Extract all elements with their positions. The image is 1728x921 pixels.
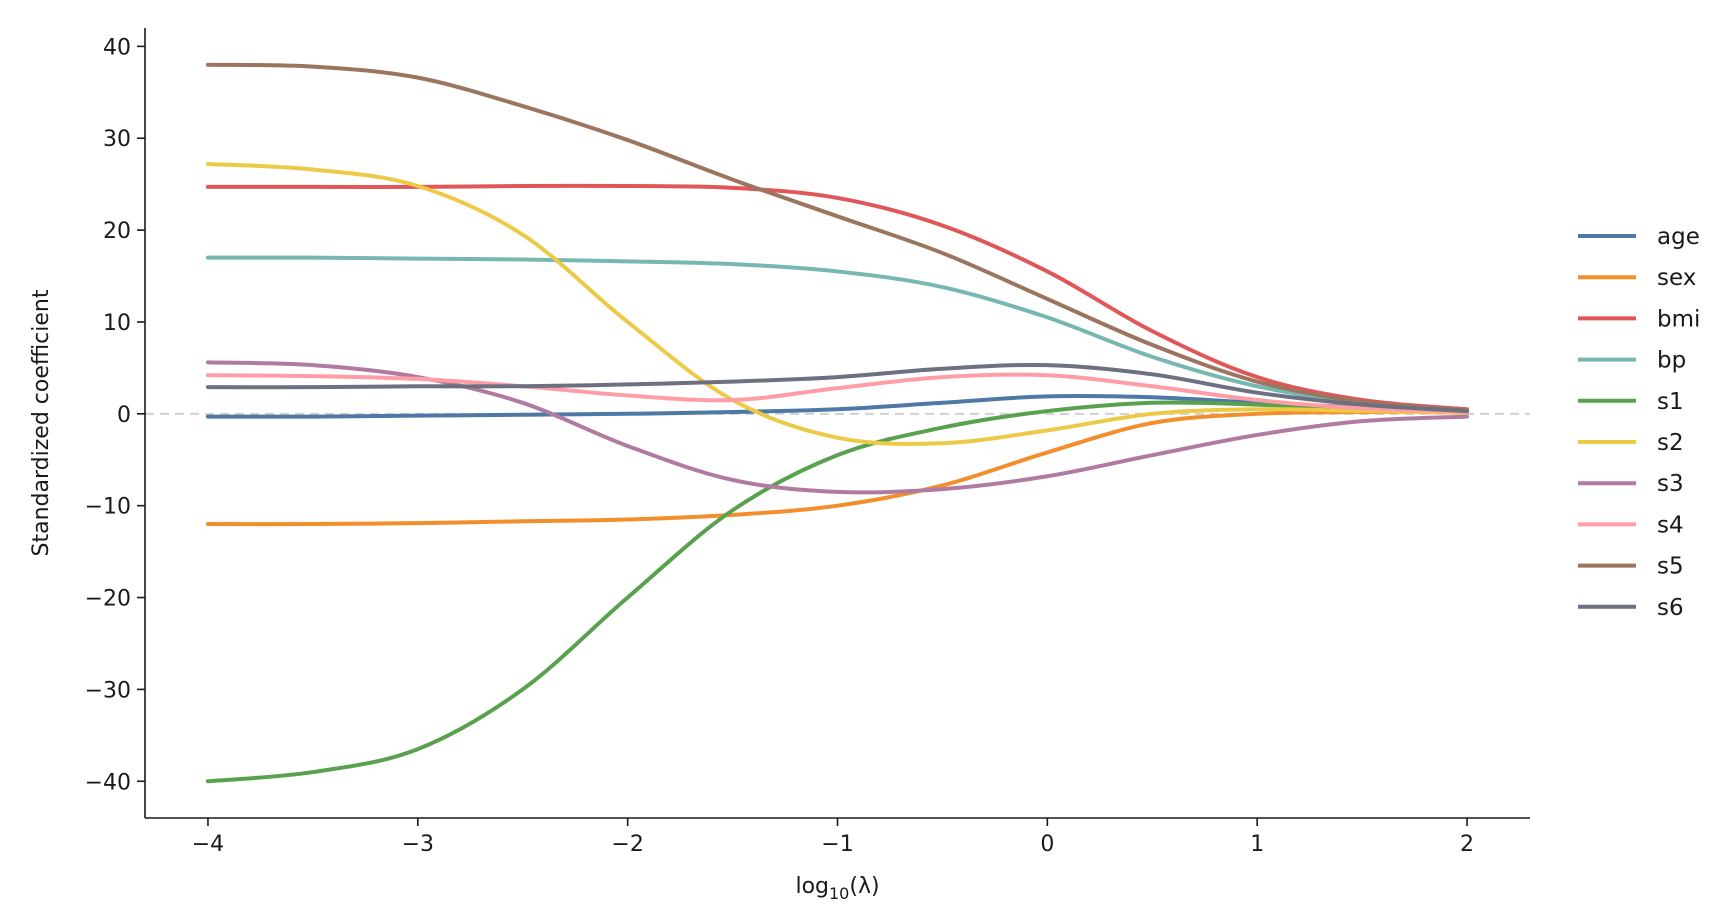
- x-tick-label: −4: [192, 832, 224, 857]
- y-tick-label: 10: [103, 311, 131, 336]
- x-axis-label-base: log: [795, 874, 829, 899]
- x-tick-label: −1: [821, 832, 853, 857]
- legend-label-s4: s4: [1657, 512, 1684, 538]
- legend-label-s3: s3: [1657, 471, 1684, 497]
- y-tick-label: 40: [103, 35, 131, 60]
- x-tick-label: 1: [1250, 832, 1264, 857]
- series-line-bp: [205, 255, 1470, 413]
- legend: age sex bmi bp s1 s2 s3 s4 s5 s6: [1578, 224, 1700, 621]
- series-line-s5: [205, 62, 1470, 413]
- legend-label-sex: sex: [1657, 265, 1696, 291]
- series-lines-layer: [205, 62, 1470, 784]
- y-tick-label: 30: [103, 127, 131, 152]
- legend-label-s2: s2: [1657, 430, 1684, 456]
- y-tick-label: −30: [85, 678, 131, 703]
- x-axis-label-argument: (λ): [849, 874, 879, 899]
- series-line-sex: [205, 409, 1470, 527]
- x-tick-label: −3: [402, 832, 434, 857]
- y-tick-label: 20: [103, 219, 131, 244]
- y-tick-label: −10: [85, 495, 131, 520]
- x-tick-label: −2: [611, 832, 643, 857]
- legend-label-bp: bp: [1657, 348, 1686, 374]
- series-line-s6: [205, 362, 1470, 414]
- y-axis-label: Standardized coefficient: [29, 289, 54, 556]
- x-tick-label: 2: [1460, 832, 1474, 857]
- legend-label-s6: s6: [1657, 595, 1684, 621]
- legend-label-s5: s5: [1657, 554, 1684, 580]
- legend-label-age: age: [1657, 224, 1700, 250]
- series-line-s4: [205, 372, 1470, 414]
- y-tick-label: 0: [117, 403, 131, 428]
- series-line-s1: [205, 400, 1470, 784]
- x-axis-label: log10(λ): [795, 874, 879, 903]
- series-line-s2: [205, 161, 1470, 446]
- legend-label-bmi: bmi: [1657, 306, 1700, 332]
- y-tick-label: −20: [85, 587, 131, 612]
- x-axis-label-subscript: 10: [829, 884, 849, 903]
- y-tick-label: −40: [85, 770, 131, 795]
- x-tick-label: 0: [1040, 832, 1054, 857]
- legend-label-s1: s1: [1657, 389, 1684, 415]
- axes-layer: [144, 28, 1530, 819]
